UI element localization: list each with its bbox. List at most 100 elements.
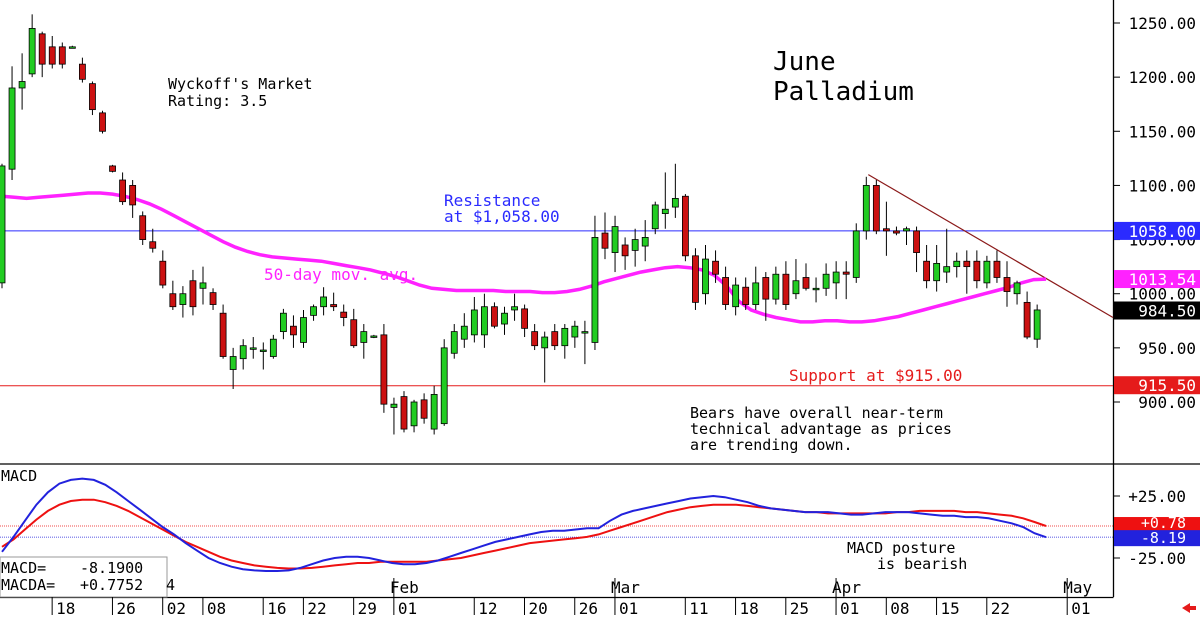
candle [480,293,488,348]
candle-body [953,260,961,268]
candle [470,296,478,343]
candle [883,201,890,256]
candle-body [470,309,478,336]
candle [1003,261,1011,307]
candle-body [872,185,880,232]
support-tag: 915.50 [1114,376,1200,395]
candle [621,237,629,270]
candle [702,244,709,305]
price-tick-label: 1200.00 [1129,68,1196,87]
candle [360,324,368,359]
candle-body [300,317,307,343]
candle-body [320,296,328,308]
candle-body [79,63,86,80]
candle-body [149,241,157,249]
candle [933,244,941,292]
month-label: May [1063,578,1092,597]
candle [611,215,619,273]
candle-body [219,312,227,357]
candle [380,324,388,413]
candle [772,266,780,305]
candle [963,250,971,294]
scroll-left-arrow-icon[interactable] [1182,603,1190,613]
candle-body [480,306,488,336]
date-tick-label: 18 [740,599,759,618]
candle-body [279,312,287,333]
date-tick-label: 02 [167,599,186,618]
candle [199,266,207,305]
date-tick-label: 22 [307,599,326,618]
candle [581,320,589,365]
candle-body [129,185,137,206]
candle [541,331,549,383]
candle-body [400,396,408,430]
candle-body [732,284,740,308]
note-line3: are trending down. [690,436,853,454]
price-tick-label: 1150.00 [1129,122,1196,141]
resistance-tag: 1058.00 [1114,221,1200,241]
candle [943,228,951,283]
candle-body [199,282,207,289]
candle [591,215,599,351]
candle [661,172,669,229]
candle [79,57,86,83]
candle-body [440,347,448,425]
candle [129,180,137,218]
scroll-left-arrow-tail[interactable] [1190,606,1196,610]
date-tick-label: 15 [941,599,960,618]
candle-body [340,311,348,318]
chart-title-line1: June [773,47,836,77]
candle [1023,291,1031,340]
macd-readout-value: -8.1900 [80,559,143,577]
candle-body [973,260,981,282]
rating-line1: Wyckoff's Market [168,75,313,93]
candle [651,201,659,235]
candle-body [310,306,317,316]
candle [872,180,880,235]
candle [310,304,317,321]
price-tick-label: 1250.00 [1129,14,1196,33]
macd-panel-label: MACD [1,467,37,485]
candle-body [541,336,549,349]
macd-readout-label: MACD= [1,559,46,577]
candle [571,320,579,348]
candle-body [993,260,1001,278]
candle [601,212,609,260]
svg-text:915.50: 915.50 [1138,376,1196,395]
candle [460,313,468,348]
resistance-label-line1: Resistance [444,191,540,210]
candle [269,334,277,359]
candle-body [501,312,508,325]
candle [1033,304,1041,348]
price-tick-label: 950.00 [1138,339,1196,358]
candle [189,269,197,316]
macd-tick-label: -25.00 [1128,549,1186,568]
macd-note-line2: is bearish [877,555,967,573]
price-tick-label: 1000.00 [1129,285,1196,304]
candle-body [460,325,468,340]
candle-body [852,230,860,278]
candle [531,324,539,351]
candle-body [48,46,56,65]
chart-title-line2: Palladium [773,77,914,107]
candle [279,308,287,340]
macd-tick-label: +25.00 [1128,487,1186,506]
candle-body [933,262,941,282]
candle-body [883,228,890,232]
candle [58,42,66,69]
date-tick-label: 16 [267,599,286,618]
candle-body [1013,282,1021,295]
date-tick-label: 01 [619,599,638,618]
svg-text:1013.54: 1013.54 [1129,270,1196,289]
candle-body [722,277,729,305]
candle [742,277,750,310]
candle-body [450,331,458,354]
candle [551,324,559,351]
candle-body [842,271,850,275]
candle-body [229,356,237,370]
candle [209,288,217,310]
candle [491,302,498,329]
candle-body [521,308,528,329]
date-tick-label: 11 [689,599,708,618]
